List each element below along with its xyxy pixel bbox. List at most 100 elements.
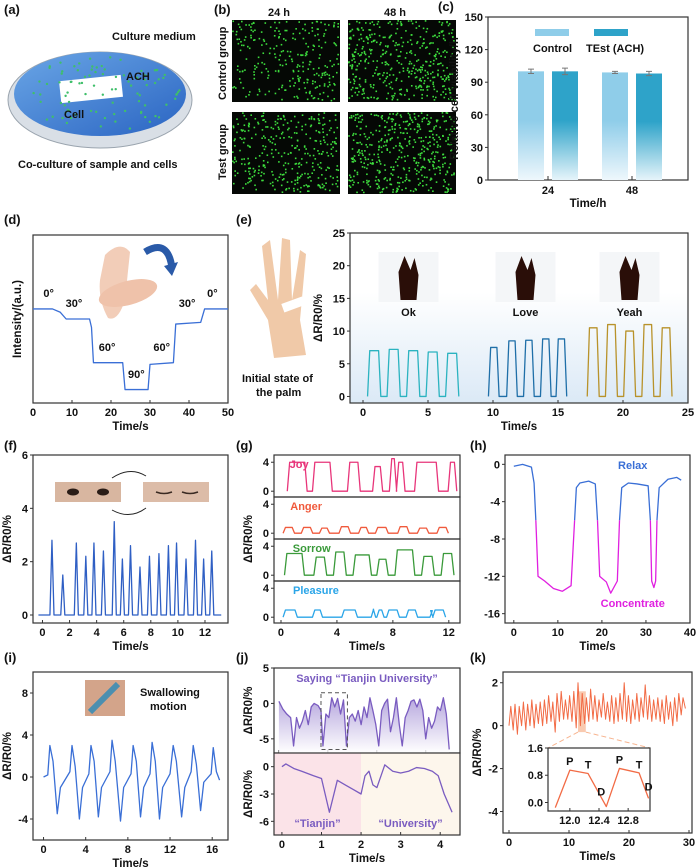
error-bar: [528, 68, 534, 75]
cell-dot: [317, 97, 320, 100]
cell-dot: [153, 69, 157, 72]
cell-dot: [419, 84, 421, 87]
cell-dot: [366, 167, 368, 170]
cell-dot: [304, 23, 306, 26]
gesture-label: Ok: [401, 307, 417, 319]
annotation: 0°: [207, 288, 218, 300]
cell-dot: [354, 76, 357, 78]
cell-dot: [309, 176, 311, 178]
cell-dot: [418, 126, 421, 128]
cell-dot: [435, 181, 438, 183]
cell-dot: [318, 166, 321, 169]
cell-dot: [386, 139, 388, 142]
cell-dot: [280, 133, 283, 135]
cell-dot: [423, 117, 425, 119]
cell-dot: [381, 191, 383, 193]
microscopy-image: [232, 112, 340, 194]
cell-dot: [364, 59, 367, 62]
cell-dot: [421, 174, 423, 177]
cell-dot: [247, 129, 250, 132]
cell-dot: [274, 120, 277, 123]
cell-dot: [65, 121, 69, 125]
cell-dot: [439, 169, 441, 172]
cell-dot: [332, 75, 335, 78]
cell-dot: [322, 91, 325, 94]
cell-dot: [351, 59, 353, 62]
cell-dot: [348, 23, 351, 25]
cell-dot: [327, 154, 330, 157]
cell-dot: [365, 125, 368, 128]
cell-dot: [335, 142, 337, 145]
cell-dot: [376, 161, 378, 164]
cell-dot: [432, 63, 435, 65]
cell-dot: [103, 68, 106, 71]
cell-dot: [391, 87, 394, 90]
cell-dot: [406, 90, 408, 92]
cell-dot: [337, 36, 339, 39]
cell-dot: [236, 69, 239, 71]
cell-dot: [396, 164, 399, 167]
cell-dot: [408, 143, 411, 145]
cell-dot: [284, 89, 286, 91]
cell-dot: [289, 50, 292, 53]
cell-dot: [428, 159, 430, 162]
cell-dot: [425, 136, 427, 139]
cell-dot: [362, 88, 365, 90]
cell-dot: [236, 131, 238, 134]
cell-dot: [400, 177, 402, 179]
cell-dot: [410, 43, 413, 46]
cell-dot: [439, 172, 441, 175]
cell-dot: [296, 139, 299, 142]
cell-dot: [242, 141, 245, 144]
cell-dot: [442, 135, 444, 137]
y-axis-label: ΔR/R0/%: [2, 732, 14, 780]
cell-dot: [300, 164, 303, 166]
cell-dot: [400, 24, 403, 27]
caption-swallowing-1: Swallowing: [140, 687, 200, 699]
cell-dot: [422, 38, 425, 40]
cell-dot: [403, 155, 406, 158]
y-tick-label: 0: [477, 175, 483, 187]
cell-dot: [61, 70, 64, 73]
cell-dot: [88, 74, 91, 77]
cell-dot: [238, 78, 241, 80]
cell-dot: [349, 186, 352, 189]
cell-dot: [377, 73, 379, 75]
cell-dot: [178, 89, 181, 92]
cell-dot: [401, 189, 403, 191]
x-tick-label: 12.8: [617, 815, 638, 827]
cell-dot: [78, 62, 81, 65]
cell-dot: [391, 118, 394, 120]
cell-dot: [438, 32, 441, 35]
cell-dot: [271, 181, 274, 184]
cell-dot: [399, 92, 402, 95]
cell-dot: [423, 157, 426, 160]
cell-dot: [266, 161, 269, 164]
cell-dot: [366, 173, 368, 176]
cell-dot: [420, 137, 423, 139]
cell-dot: [427, 189, 430, 192]
cell-dot: [410, 119, 413, 121]
cell-dot: [384, 52, 387, 54]
cell-dot: [144, 115, 147, 119]
cell-dot: [273, 47, 275, 50]
cell-dot: [389, 20, 391, 23]
cell-dot: [414, 76, 417, 79]
cell-dot: [311, 27, 314, 29]
x-axis-label: Time/s: [112, 421, 148, 433]
cell-dot: [234, 174, 237, 177]
cell-dot: [406, 132, 409, 134]
cell-dot: [419, 36, 422, 38]
cell-dot: [45, 118, 49, 121]
cell-dot: [306, 98, 309, 101]
x-tick-label: 20: [617, 407, 629, 419]
cell-dot: [237, 42, 240, 45]
cell-dot: [269, 47, 272, 50]
cell-dot: [324, 41, 327, 44]
cell-dot: [301, 125, 304, 128]
cell-dot: [389, 179, 391, 181]
cell-dot: [135, 76, 139, 79]
cell-dot: [333, 22, 336, 24]
